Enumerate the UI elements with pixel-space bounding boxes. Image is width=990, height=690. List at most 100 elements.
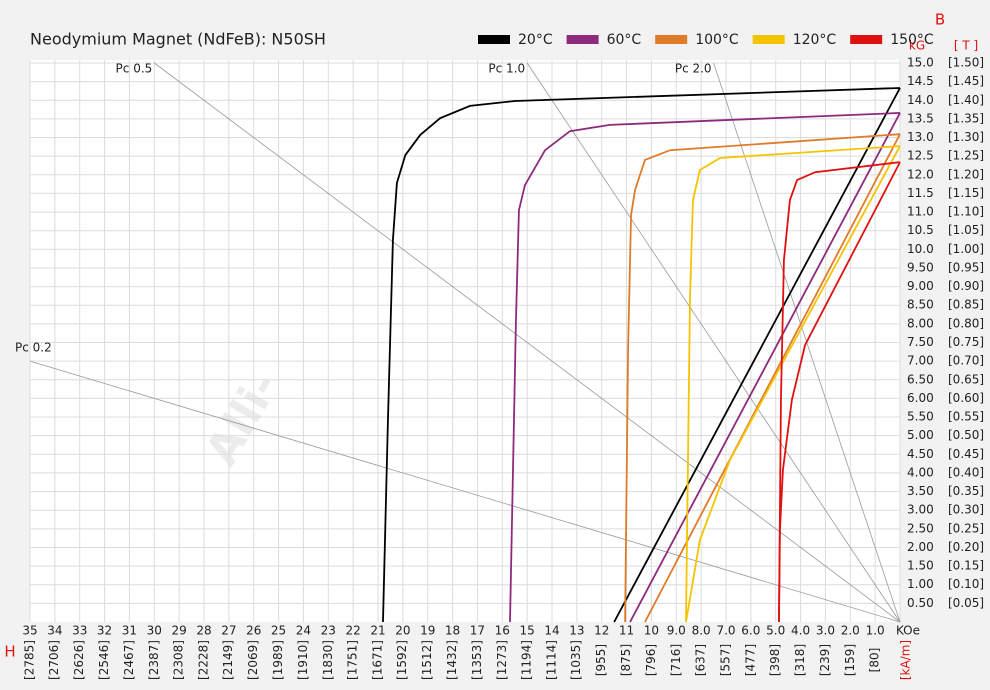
load-line — [154, 62, 901, 623]
x-tick-label: 21 — [370, 624, 385, 638]
x2-tick-label: [80] — [868, 648, 882, 673]
y-tick-label: 9.50 — [907, 260, 934, 274]
y2-tick-label: [1.15] — [948, 186, 984, 200]
y-tick-label: 10.0 — [907, 242, 934, 256]
normal-curve — [778, 161, 901, 623]
chart-title: Neodymium Magnet (NdFeB): N50SH — [30, 30, 326, 49]
y2-tick-label: [0.45] — [948, 447, 984, 461]
y2-tick-label: [1.30] — [948, 130, 984, 144]
y-tick-label: 6.00 — [907, 391, 934, 405]
y2-tick-label: [0.70] — [948, 354, 984, 368]
y-tick-label: 13.0 — [907, 130, 934, 144]
x2-tick-label: [kA/m] — [899, 640, 913, 680]
x2-tick-label: [477] — [743, 644, 757, 676]
x2-tick-label: [1592] — [395, 640, 409, 680]
y-tick-label: 9.00 — [907, 279, 934, 293]
x2-tick-label: [1194] — [520, 640, 534, 680]
y-tick-label: 7.00 — [907, 354, 934, 368]
y-tick-label: 11.5 — [907, 186, 934, 200]
x-tick-label: 12 — [594, 624, 609, 638]
intrinsic-curve — [624, 133, 901, 623]
y2-unit: [ T ] — [954, 39, 978, 53]
y2-tick-label: [0.40] — [948, 465, 984, 479]
legend-swatch — [478, 35, 510, 44]
normal-curve — [613, 87, 901, 623]
legend-swatch — [655, 35, 688, 44]
y-tick-label: 1.50 — [907, 559, 934, 573]
y2-tick-label: [0.20] — [948, 540, 984, 554]
y2-tick-label: [1.35] — [948, 111, 984, 125]
x-tick-label: 22 — [346, 624, 361, 638]
y2-tick-label: [1.40] — [948, 93, 984, 107]
x2-tick-label: [1035] — [569, 640, 583, 680]
x-tick-label: 35 — [22, 624, 37, 638]
x-tick-label: 1.0 — [866, 624, 885, 638]
y2-tick-label: [0.15] — [948, 559, 984, 573]
x2-tick-label: [955] — [594, 644, 608, 676]
y-tick-label: 3.00 — [907, 503, 934, 517]
x-tick-label: 3.0 — [816, 624, 835, 638]
x-tick-label: 23 — [321, 624, 336, 638]
x-tick-label: 15 — [520, 624, 535, 638]
x-tick-label: 5.0 — [766, 624, 785, 638]
y2-tick-label: [1.00] — [948, 242, 984, 256]
y2-tick-label: [0.55] — [948, 410, 984, 424]
x-tick-label: 13 — [569, 624, 584, 638]
y-tick-label: 8.00 — [907, 316, 934, 330]
y-tick-label: 14.5 — [907, 74, 934, 88]
x-tick-label: 18 — [445, 624, 460, 638]
legend-label: 150°C — [890, 32, 934, 48]
x2-tick-label: [557] — [719, 644, 733, 676]
x-tick-label: KOe — [896, 624, 920, 638]
legend-swatch — [850, 35, 883, 44]
y2-tick-label: [1.50] — [948, 56, 984, 70]
y2-tick-label: [1.20] — [948, 167, 984, 181]
x-tick-label: 2.0 — [841, 624, 860, 638]
x2-tick-label: [1353] — [470, 640, 484, 680]
x2-tick-label: [875] — [619, 644, 633, 676]
y2-tick-label: [0.85] — [948, 298, 984, 312]
y-tick-label: 5.00 — [907, 428, 934, 442]
y-tick-label: 14.0 — [907, 93, 934, 107]
x-tick-label: 9.0 — [667, 624, 686, 638]
y2-tick-label: [0.35] — [948, 484, 984, 498]
intrinsic-curve — [778, 161, 901, 623]
x-tick-label: 16 — [495, 624, 510, 638]
intrinsic-curve — [509, 112, 901, 623]
x2-tick-label: [2069] — [246, 640, 260, 680]
x2-tick-label: [1512] — [420, 640, 434, 680]
y2-tick-label: [1.10] — [948, 205, 984, 219]
y2-tick-label: [0.10] — [948, 577, 984, 591]
y2-tick-label: [0.25] — [948, 521, 984, 535]
legend-swatch — [566, 35, 599, 44]
y-unit: kG — [909, 39, 925, 53]
y-tick-label: 13.5 — [907, 111, 934, 125]
x2-tick-label: [1273] — [495, 640, 509, 680]
x-axis-label: H — [4, 643, 15, 661]
normal-curve — [629, 112, 901, 623]
y-tick-label: 4.50 — [907, 447, 934, 461]
y2-tick-label: [0.60] — [948, 391, 984, 405]
intrinsic-curve — [685, 145, 901, 623]
y2-tick-label: [0.05] — [948, 596, 984, 610]
y2-tick-label: [0.95] — [948, 260, 984, 274]
x-tick-label: 29 — [172, 624, 187, 638]
x2-tick-label: [2228] — [197, 640, 211, 680]
x-tick-label: 25 — [271, 624, 286, 638]
y-tick-label: 10.5 — [907, 223, 934, 237]
load-line — [526, 62, 901, 623]
x-tick-label: 17 — [470, 624, 485, 638]
legend-label: 20°C — [518, 32, 553, 48]
load-line-label: Pc 0.2 — [15, 341, 52, 355]
x-tick-label: 6.0 — [741, 624, 760, 638]
x2-tick-label: [2149] — [221, 640, 235, 680]
x2-tick-label: [239] — [818, 644, 832, 676]
x-tick-label: 19 — [420, 624, 435, 638]
x2-tick-label: [2706] — [47, 640, 61, 680]
y2-tick-label: [1.05] — [948, 223, 984, 237]
x2-tick-label: [1432] — [445, 640, 459, 680]
y-tick-label: 6.50 — [907, 372, 934, 386]
x2-tick-label: [1751] — [346, 640, 360, 680]
x2-tick-label: [2467] — [122, 640, 136, 680]
x2-tick-label: [716] — [669, 644, 683, 676]
